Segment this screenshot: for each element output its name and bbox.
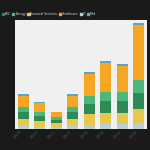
- Bar: [117, 92, 128, 101]
- Bar: [84, 104, 95, 114]
- Bar: [51, 112, 62, 117]
- Bar: [67, 119, 78, 126]
- Bar: [133, 109, 144, 123]
- Bar: [100, 92, 111, 101]
- Bar: [100, 124, 111, 129]
- Bar: [18, 94, 29, 96]
- Bar: [18, 119, 29, 126]
- Bar: [117, 101, 128, 113]
- Bar: [67, 112, 78, 119]
- Bar: [34, 112, 45, 116]
- Bar: [84, 114, 95, 125]
- Bar: [67, 94, 78, 96]
- Bar: [34, 127, 45, 129]
- Bar: [84, 96, 95, 104]
- Bar: [51, 120, 62, 123]
- Legend: B2C, Energy, Financial Services, Healthcare, IT, Med: B2C, Energy, Financial Services, Healthc…: [2, 12, 96, 16]
- Bar: [18, 107, 29, 112]
- Bar: [117, 124, 128, 129]
- Bar: [133, 25, 144, 80]
- Bar: [133, 93, 144, 109]
- Bar: [18, 112, 29, 119]
- Bar: [34, 103, 45, 112]
- Bar: [18, 126, 29, 129]
- Bar: [100, 113, 111, 124]
- Bar: [84, 74, 95, 96]
- Bar: [84, 72, 95, 74]
- Bar: [133, 80, 144, 93]
- Bar: [34, 116, 45, 121]
- Bar: [100, 63, 111, 92]
- Bar: [133, 123, 144, 129]
- Bar: [51, 128, 62, 129]
- Bar: [117, 64, 128, 66]
- Bar: [34, 121, 45, 127]
- Bar: [67, 126, 78, 129]
- Bar: [117, 66, 128, 92]
- Bar: [133, 23, 144, 25]
- Bar: [34, 102, 45, 103]
- Bar: [67, 107, 78, 112]
- Bar: [84, 125, 95, 129]
- Bar: [51, 123, 62, 128]
- Bar: [67, 96, 78, 107]
- Bar: [51, 117, 62, 120]
- Bar: [100, 101, 111, 113]
- Bar: [100, 61, 111, 63]
- Bar: [117, 113, 128, 124]
- Bar: [18, 96, 29, 107]
